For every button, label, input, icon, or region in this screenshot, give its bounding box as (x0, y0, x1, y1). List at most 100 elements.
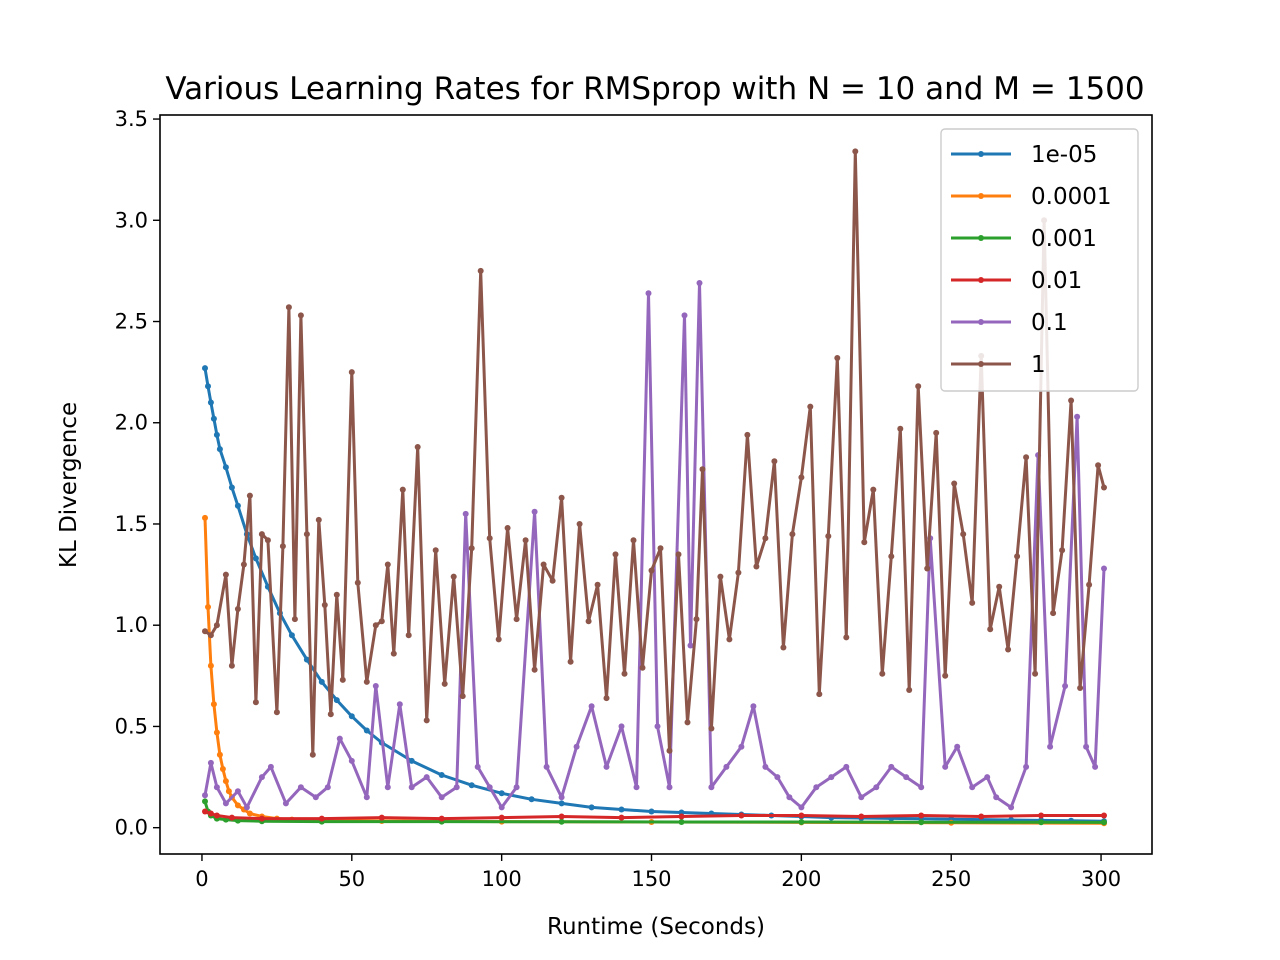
data-point (897, 425, 904, 432)
legend: 1e-05 0.0001 0.001 0.01 0.1 1 (940, 128, 1139, 392)
data-point (657, 545, 664, 552)
data-point (288, 632, 295, 639)
data-point (969, 599, 976, 606)
data-point (558, 794, 565, 801)
data-point (216, 751, 223, 758)
data-point (267, 763, 274, 770)
data-point (744, 431, 751, 438)
data-point (258, 815, 265, 822)
data-point (1008, 804, 1015, 811)
series-line (203, 281, 1106, 809)
data-point (273, 709, 280, 716)
data-point (708, 725, 715, 732)
x-tick-label: 0 (195, 867, 208, 891)
data-point (918, 812, 925, 819)
data-point (933, 429, 940, 436)
data-point (495, 636, 502, 643)
data-point (303, 531, 310, 538)
data-point (861, 539, 868, 546)
legend-label: 0.0001 (1031, 184, 1111, 210)
data-point (324, 784, 331, 791)
data-point (1101, 484, 1107, 491)
data-point (954, 743, 961, 750)
data-point (1077, 685, 1084, 691)
data-point (903, 774, 910, 781)
data-point (252, 699, 259, 706)
data-point (813, 784, 820, 791)
data-point (498, 804, 505, 811)
data-point (738, 812, 745, 819)
data-point (486, 784, 493, 791)
data-point (405, 632, 412, 639)
data-point (1092, 763, 1099, 770)
data-point (297, 312, 304, 319)
data-point (834, 355, 841, 361)
data-point (498, 790, 505, 797)
data-point (303, 656, 310, 663)
data-point (312, 794, 319, 801)
data-point (1101, 812, 1107, 819)
data-point (219, 766, 226, 772)
data-point (1023, 454, 1030, 461)
data-point (390, 650, 397, 657)
data-point (681, 312, 688, 319)
data-point (213, 622, 220, 629)
data-point (531, 508, 538, 515)
data-point (915, 383, 922, 390)
data-point (228, 662, 235, 669)
x-axis-ticks: 0 50 100 150 200 250 300 (195, 854, 1121, 891)
data-point (645, 290, 652, 297)
data-point (1062, 683, 1069, 689)
data-point (438, 815, 445, 822)
legend-label: 0.1 (1031, 310, 1068, 336)
x-tick-label: 300 (1081, 867, 1121, 891)
data-point (888, 553, 895, 560)
data-point (693, 616, 700, 623)
x-tick-label: 100 (482, 867, 522, 891)
y-tick-label: 2.0 (115, 411, 148, 435)
data-point (207, 810, 214, 817)
data-point (333, 697, 340, 704)
data-point (378, 618, 385, 625)
data-point (282, 800, 289, 807)
data-point (951, 480, 958, 487)
data-point (816, 691, 823, 698)
data-point (762, 535, 769, 542)
y-tick-label: 3.0 (115, 208, 148, 232)
data-point (687, 642, 694, 649)
data-point (771, 458, 778, 465)
data-point (585, 618, 592, 625)
legend-marker (978, 361, 984, 367)
data-point (678, 813, 685, 820)
data-point (984, 774, 991, 781)
y-axis-ticks: 0.0 0.5 1.0 1.5 2.0 2.5 3.0 3.5 (115, 107, 160, 840)
y-tick-label: 3.5 (115, 107, 148, 131)
data-point (684, 719, 691, 726)
data-point (639, 664, 646, 671)
data-point (1068, 397, 1075, 404)
data-point (567, 658, 574, 665)
data-point (453, 784, 460, 791)
data-point (1095, 462, 1102, 469)
data-point (207, 759, 214, 766)
data-point (363, 678, 370, 685)
data-point (603, 763, 610, 770)
data-point (708, 784, 715, 791)
data-point (1038, 812, 1045, 819)
data-point (450, 573, 457, 580)
data-point (588, 703, 595, 710)
data-point (321, 602, 328, 608)
data-point (1005, 646, 1012, 653)
data-point (348, 757, 355, 764)
x-tick-label: 150 (631, 867, 671, 891)
series-line (204, 149, 1106, 757)
data-point (843, 763, 850, 770)
data-point (762, 763, 769, 770)
data-point (996, 583, 1003, 590)
data-point (354, 579, 361, 586)
data-point (969, 784, 976, 791)
data-point (210, 701, 217, 708)
data-point (432, 547, 439, 554)
data-point (750, 703, 757, 710)
data-point (873, 784, 880, 791)
